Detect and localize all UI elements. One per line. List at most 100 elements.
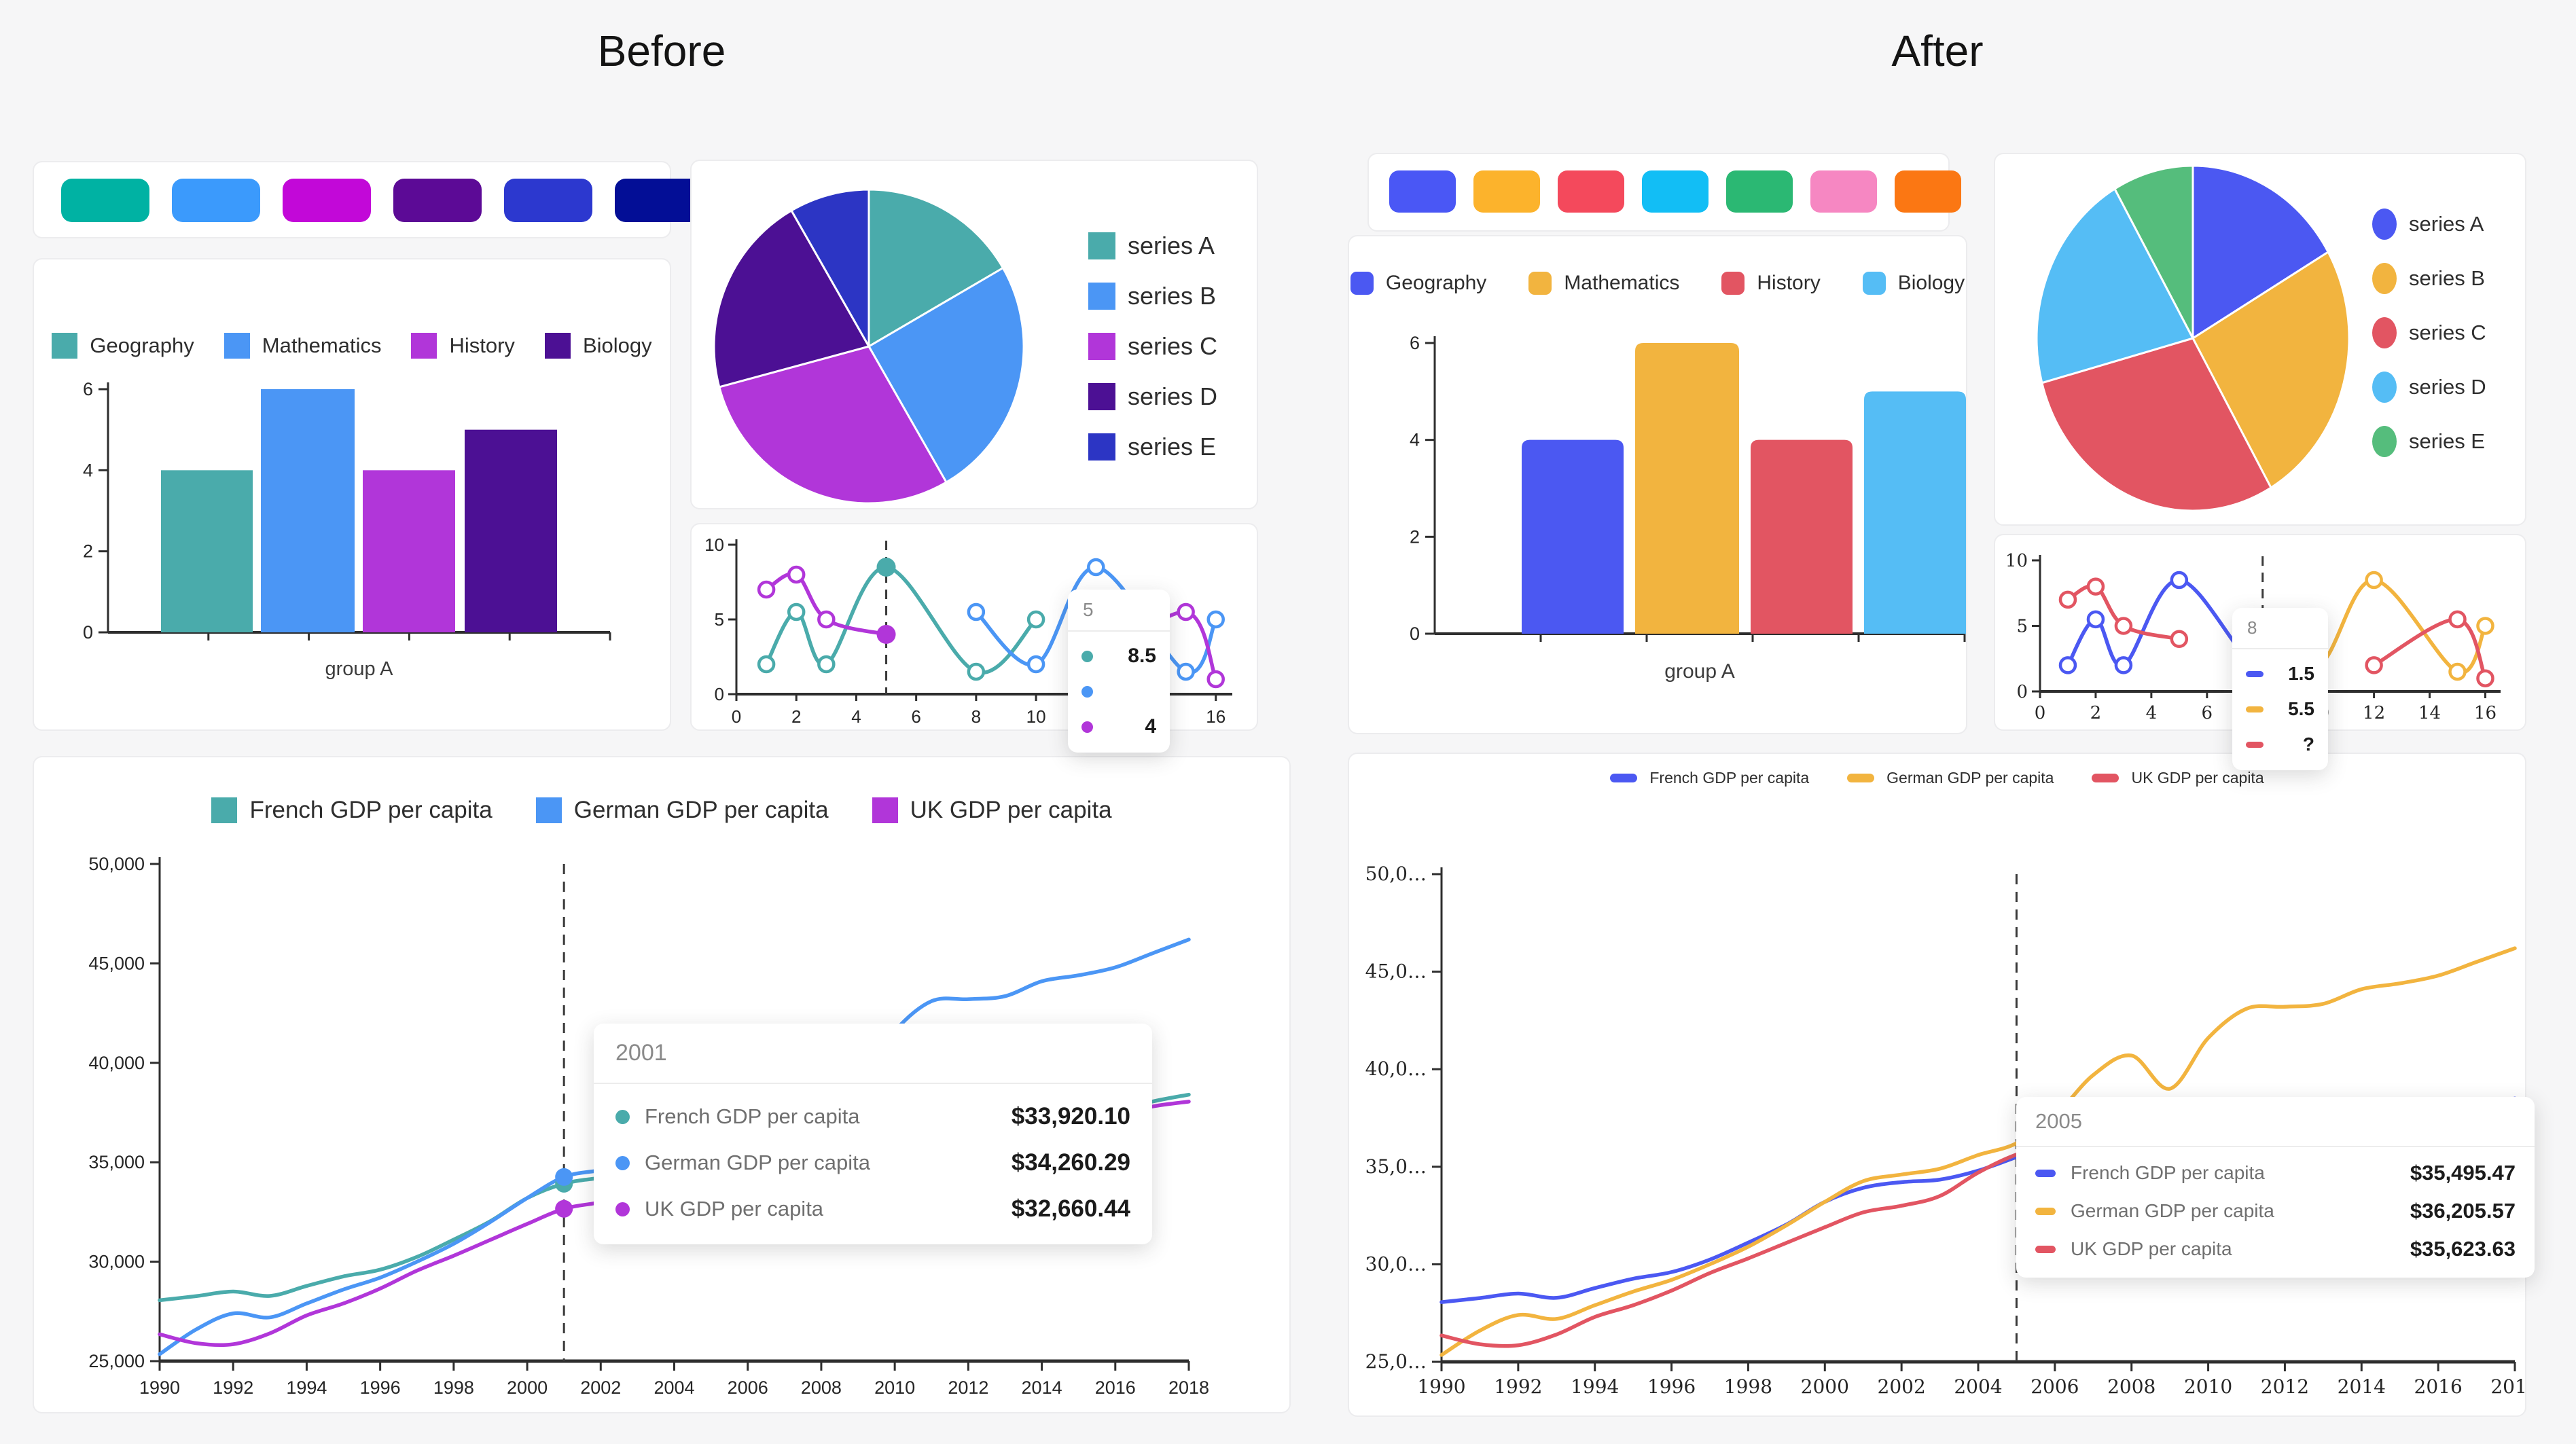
bar-biology[interactable]	[465, 429, 557, 632]
pie-slice-series-E[interactable]	[789, 188, 870, 350]
pie-slice-series-C[interactable]	[2041, 337, 2272, 512]
data-point[interactable]	[1026, 610, 1045, 629]
data-point[interactable]	[1206, 610, 1225, 629]
legend-item-series-C[interactable]: series C	[2372, 317, 2486, 348]
legend-item-french-gdp-per-capita[interactable]: French GDP per capita	[211, 797, 493, 824]
data-point[interactable]	[2170, 630, 2189, 649]
palette-swatch-4[interactable]	[393, 179, 482, 222]
palette-swatch-3[interactable]	[1558, 170, 1624, 213]
data-point[interactable]	[1087, 558, 1105, 577]
data-point[interactable]	[2086, 577, 2105, 596]
data-point[interactable]	[2170, 571, 2189, 590]
legend-item-geography[interactable]: Geography	[52, 333, 194, 359]
data-point[interactable]	[967, 602, 986, 621]
data-point[interactable]	[2448, 610, 2467, 629]
x-tick-label: 2018	[1168, 1377, 1209, 1398]
data-point[interactable]	[2058, 656, 2077, 674]
bar-history[interactable]	[363, 470, 455, 632]
chart-legend: Geography Mathematics History Biology	[34, 333, 670, 359]
palette-swatch-2[interactable]	[172, 179, 260, 222]
data-point[interactable]	[2114, 656, 2133, 674]
palette-swatch-4[interactable]	[1642, 170, 1709, 213]
legend-item-geography[interactable]: Geography	[1350, 272, 1486, 295]
legend-item-series-B[interactable]: series B	[2372, 263, 2486, 294]
legend-item-series-A[interactable]: series A	[1088, 232, 1217, 260]
data-point[interactable]	[967, 662, 986, 681]
palette-swatch-1[interactable]	[61, 179, 149, 222]
pie-slice-series-A[interactable]	[2192, 164, 2330, 340]
legend-item-mathematics[interactable]: Mathematics	[1528, 272, 1679, 295]
legend-item-series-E[interactable]: series E	[2372, 426, 2486, 457]
legend-label: Biology	[1897, 272, 1965, 294]
highlighted-data-point[interactable]	[876, 558, 896, 577]
legend-label: German GDP per capita	[1886, 769, 2054, 787]
highlighted-data-point[interactable]	[876, 625, 896, 644]
data-point[interactable]	[2365, 656, 2383, 674]
highlighted-data-point[interactable]	[555, 1199, 573, 1218]
bar-mathematics[interactable]	[1635, 343, 1739, 634]
data-point[interactable]	[787, 602, 806, 621]
bar-geography[interactable]	[1522, 439, 1624, 634]
legend-marker	[2372, 426, 2397, 457]
legend-item-german-gdp-per-capita[interactable]: German GDP per capita	[1847, 769, 2054, 787]
bar-geography[interactable]	[161, 470, 253, 632]
legend-item-uk-gdp-per-capita[interactable]: UK GDP per capita	[872, 797, 1112, 824]
x-tick-label: 1992	[213, 1377, 253, 1398]
palette-swatch-1[interactable]	[1389, 170, 1456, 213]
highlighted-data-point[interactable]	[555, 1168, 573, 1186]
data-point[interactable]	[2086, 610, 2105, 629]
legend-item-series-C[interactable]: series C	[1088, 332, 1217, 361]
palette-swatch-6[interactable]	[615, 179, 703, 222]
legend-item-series-D[interactable]: series D	[1088, 382, 1217, 411]
data-point[interactable]	[2476, 669, 2494, 687]
pie-slice-series-B[interactable]	[867, 266, 1025, 484]
legend-item-biology[interactable]: Biology	[1862, 272, 1965, 295]
tooltip-row: 4	[1068, 709, 1170, 744]
legend-item-uk-gdp-per-capita[interactable]: UK GDP per capita	[2092, 769, 2264, 787]
legend-marker	[223, 333, 250, 359]
legend-item-mathematics[interactable]: Mathematics	[223, 333, 381, 359]
pie-slice-series-A[interactable]	[867, 188, 1005, 348]
data-point[interactable]	[1026, 655, 1045, 674]
bar-biology[interactable]	[1864, 391, 1966, 634]
data-point[interactable]	[817, 655, 836, 674]
pie-slice-series-D[interactable]	[2035, 187, 2195, 384]
legend-item-series-B[interactable]: series B	[1088, 282, 1217, 310]
data-point[interactable]	[817, 610, 836, 629]
after-palette-card	[1367, 153, 1961, 232]
palette-swatch-5[interactable]	[1726, 170, 1793, 213]
y-tick-label: 45,0…	[1365, 960, 1427, 983]
pie-slice-series-D[interactable]	[713, 209, 871, 389]
pie-slice-series-E[interactable]	[2113, 164, 2194, 339]
data-point[interactable]	[787, 565, 806, 584]
data-point[interactable]	[2114, 617, 2133, 635]
data-point[interactable]	[2365, 571, 2383, 590]
legend-item-german-gdp-per-capita[interactable]: German GDP per capita	[535, 797, 829, 824]
pie-slice-series-B[interactable]	[2192, 250, 2350, 490]
palette-swatch-3[interactable]	[283, 179, 371, 222]
data-point[interactable]	[2448, 662, 2467, 681]
bar-mathematics[interactable]	[261, 389, 355, 632]
legend-item-french-gdp-per-capita[interactable]: French GDP per capita	[1610, 769, 1809, 787]
data-point[interactable]	[1206, 670, 1225, 689]
data-point[interactable]	[1177, 662, 1195, 681]
data-point[interactable]	[757, 580, 776, 599]
legend-item-series-E[interactable]: series E	[1088, 433, 1217, 461]
legend-marker	[544, 333, 571, 359]
bar-history[interactable]	[1751, 439, 1853, 634]
palette-swatch-5[interactable]	[504, 179, 592, 222]
data-point[interactable]	[757, 655, 776, 674]
legend-item-history[interactable]: History	[411, 333, 515, 359]
tooltip-series-value: 8.5	[1128, 645, 1156, 667]
legend-item-history[interactable]: History	[1721, 272, 1821, 295]
legend-item-biology[interactable]: Biology	[544, 333, 652, 359]
data-point[interactable]	[1177, 602, 1195, 621]
palette-swatch-6[interactable]	[1810, 170, 1877, 213]
legend-item-series-D[interactable]: series D	[2372, 372, 2486, 403]
data-point[interactable]	[2476, 617, 2494, 635]
palette-swatch-7[interactable]	[1895, 170, 1961, 213]
palette-swatch-2[interactable]	[1473, 170, 1540, 213]
pie-slice-series-C[interactable]	[717, 345, 948, 505]
legend-item-series-A[interactable]: series A	[2372, 209, 2486, 240]
data-point[interactable]	[2058, 590, 2077, 609]
